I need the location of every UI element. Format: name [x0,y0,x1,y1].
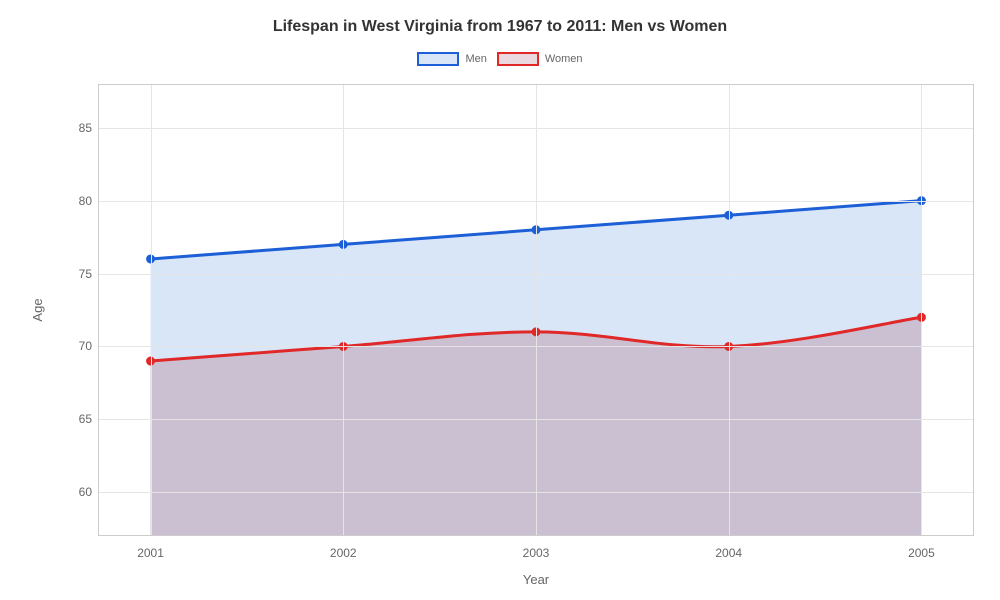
y-tick-label: 75 [68,267,92,281]
y-tick-label: 80 [68,194,92,208]
gridline-v [729,84,730,536]
gridline-h [98,346,974,347]
y-tick-label: 70 [68,339,92,353]
gridline-v [151,84,152,536]
plot-area [98,84,974,536]
x-tick-label: 2003 [523,546,550,560]
y-axis-label: Age [30,298,45,321]
gridline-v [921,84,922,536]
plot-border [98,535,974,536]
legend-item-women[interactable]: Women [497,52,583,66]
legend-label-women: Women [545,53,583,65]
x-tick-label: 2002 [330,546,357,560]
legend-item-men[interactable]: Men [417,52,486,66]
legend-swatch-men [417,52,459,66]
gridline-v [536,84,537,536]
gridline-h [98,492,974,493]
chart-title: Lifespan in West Virginia from 1967 to 2… [0,18,1000,36]
x-tick-label: 2005 [908,546,935,560]
legend-label-men: Men [465,53,486,65]
chart-container: Lifespan in West Virginia from 1967 to 2… [0,0,1000,600]
y-tick-label: 60 [68,485,92,499]
x-tick-label: 2001 [137,546,164,560]
x-axis-label: Year [523,572,549,587]
legend: Men Women [0,52,1000,66]
plot-border [98,84,99,536]
y-tick-label: 85 [68,121,92,135]
gridline-h [98,419,974,420]
gridline-h [98,274,974,275]
gridline-h [98,201,974,202]
plot-border [98,84,974,85]
legend-swatch-women [497,52,539,66]
plot-border [973,84,974,536]
y-tick-label: 65 [68,412,92,426]
gridline-h [98,128,974,129]
x-tick-label: 2004 [715,546,742,560]
gridline-v [343,84,344,536]
